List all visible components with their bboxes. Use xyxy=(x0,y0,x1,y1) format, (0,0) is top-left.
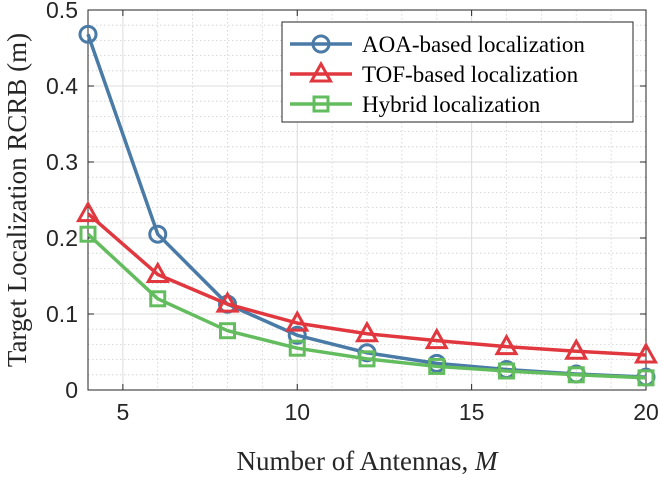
data-point-tof xyxy=(633,341,659,364)
legend-item-aoa: AOA-based localization xyxy=(290,32,585,57)
data-point-aoa xyxy=(287,325,307,345)
y-tick-label: 0.5 xyxy=(46,0,78,23)
data-point-aoa xyxy=(78,24,98,44)
x-tick-label: 20 xyxy=(633,399,659,425)
data-point-hybrid xyxy=(219,322,236,340)
data-point-aoa xyxy=(148,224,168,244)
legend-label-aoa: AOA-based localization xyxy=(362,32,585,57)
y-tick-label: 0.1 xyxy=(46,301,78,327)
tick-marks xyxy=(88,9,647,391)
data-point-tof xyxy=(494,333,519,356)
data-point-hybrid xyxy=(149,290,167,308)
data-point-tof xyxy=(354,320,380,343)
x-axis-label-text: Number of Antennas, xyxy=(237,446,475,476)
x-axis-label: Number of Antennas, M xyxy=(237,446,499,476)
series-line-hybrid xyxy=(86,232,647,380)
data-point-hybrid xyxy=(79,225,97,243)
legend-items: AOA-based localization TOF-based localiza… xyxy=(290,32,585,117)
y-tick-label: 0 xyxy=(65,377,78,403)
legend-marker-aoa xyxy=(311,34,331,54)
legend-item-hybrid: Hybrid localization xyxy=(290,92,541,117)
data-point-hybrid xyxy=(637,369,655,387)
data-point-hybrid xyxy=(498,362,515,380)
x-tick-labels: 5 10 15 20 xyxy=(116,399,658,425)
series-layer xyxy=(75,24,659,387)
y-tick-label: 0.2 xyxy=(46,225,78,251)
x-tick-label: 10 xyxy=(284,399,310,425)
data-point-hybrid xyxy=(358,350,376,368)
data-point-hybrid xyxy=(288,339,306,357)
y-tick-label: 0.3 xyxy=(46,149,78,175)
x-tick-label: 5 xyxy=(116,399,129,425)
data-point-tof xyxy=(424,327,449,350)
legend-marker-hybrid xyxy=(312,95,330,113)
y-axis-label: Target Localization RCRB (m) xyxy=(2,33,32,367)
legend: AOA-based localization TOF-based localiza… xyxy=(281,21,634,123)
legend-item-tof: TOF-based localization xyxy=(290,60,579,87)
x-tick-label: 15 xyxy=(459,399,485,425)
legend-marker-tof xyxy=(308,60,334,83)
series-hybrid xyxy=(79,225,655,387)
data-point-tof xyxy=(75,200,101,223)
data-point-hybrid xyxy=(567,366,585,384)
y-tick-labels: 0 0.1 0.2 0.3 0.4 0.5 xyxy=(46,0,78,403)
data-point-tof xyxy=(145,261,170,283)
data-point-tof xyxy=(215,291,240,313)
axes-box xyxy=(87,9,647,391)
series-tof xyxy=(75,200,659,364)
data-point-hybrid xyxy=(428,357,446,375)
y-tick-label: 0.4 xyxy=(46,73,78,99)
x-axis-label-variable: M xyxy=(474,446,499,476)
data-point-tof xyxy=(564,338,589,360)
legend-label-tof: TOF-based localization xyxy=(362,62,579,87)
data-point-tof xyxy=(285,310,310,332)
series-line-tof xyxy=(86,212,647,357)
legend-label-hybrid: Hybrid localization xyxy=(362,92,541,117)
